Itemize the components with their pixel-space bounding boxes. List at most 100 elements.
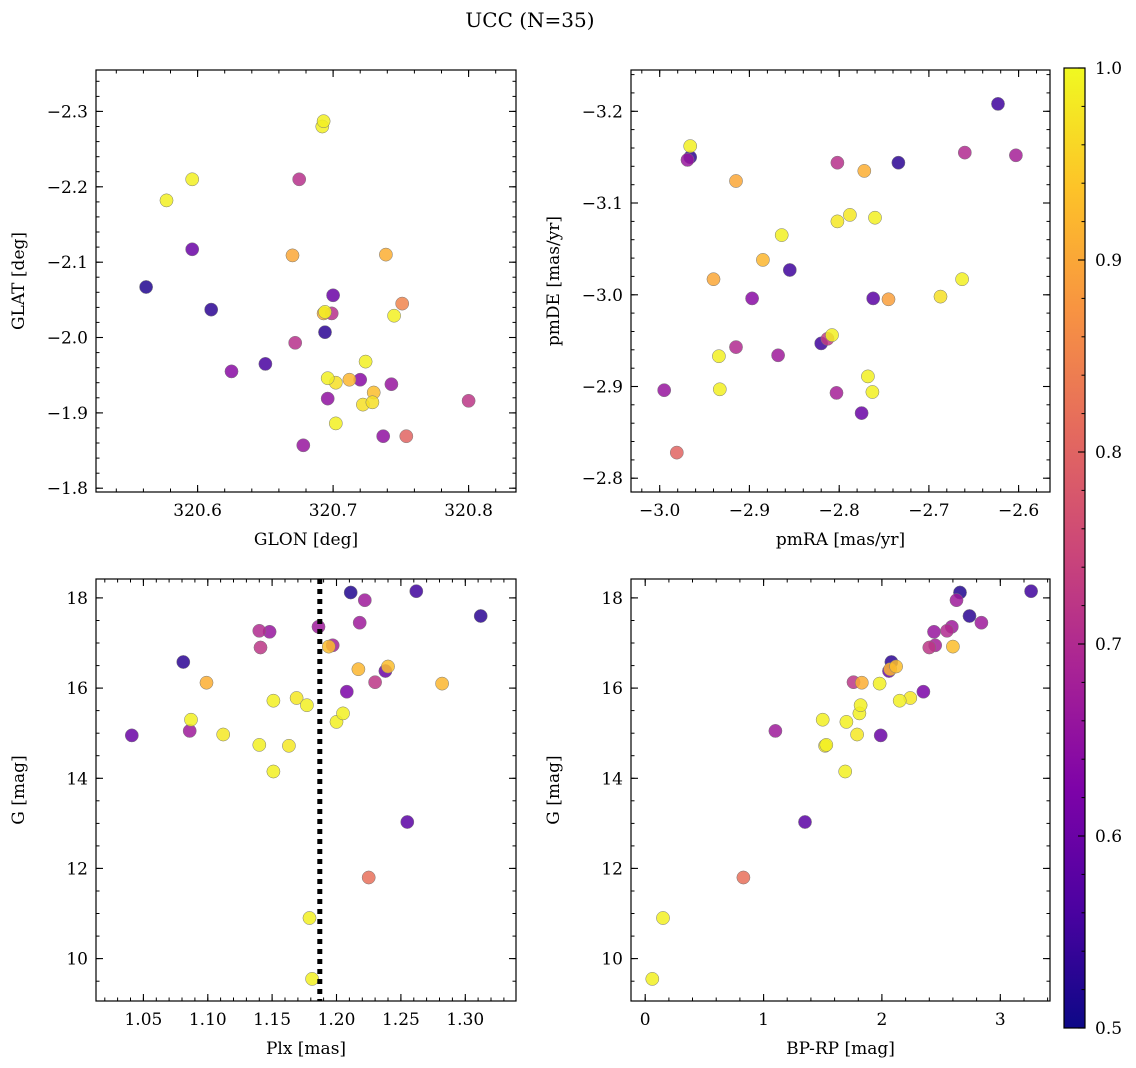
- data-point-21: [889, 659, 903, 674]
- data-point-23: [342, 372, 357, 387]
- data-point-15: [782, 263, 797, 277]
- x-tick-label: −2.7: [908, 501, 949, 521]
- y-tick-label: 12: [601, 859, 623, 879]
- data-point-30: [891, 155, 906, 170]
- x-tick-label: −2.6: [998, 501, 1039, 521]
- axes-frame: [95, 578, 517, 1002]
- data-point-28: [361, 870, 376, 885]
- data-point-26: [352, 615, 367, 630]
- y-axis-label: pmDE [mas/yr]: [544, 216, 564, 346]
- data-point-3: [185, 242, 200, 257]
- data-point-9: [838, 764, 853, 779]
- x-axis-label: GLON [deg]: [254, 530, 358, 550]
- data-point-12: [266, 693, 281, 708]
- data-point-22: [328, 416, 343, 431]
- data-point-31: [949, 593, 964, 608]
- axes-frame: [630, 578, 1051, 1002]
- y-tick-label: −3.1: [582, 194, 623, 214]
- data-point-33: [409, 584, 424, 599]
- data-point-7: [252, 738, 267, 752]
- x-axis-label: Plx [mas]: [266, 1039, 346, 1059]
- y-tick-label: 10: [66, 950, 88, 970]
- y-tick-label: −2.9: [582, 378, 623, 398]
- x-axis-label: pmRA [mas/yr]: [776, 530, 905, 550]
- data-point-33: [957, 145, 972, 160]
- data-point-22: [843, 208, 857, 222]
- data-point-23: [339, 684, 354, 699]
- data-point-3: [736, 870, 751, 885]
- data-point-11: [266, 764, 281, 779]
- colorbar-tick-label: 0.6: [1095, 827, 1122, 847]
- data-point-23: [854, 406, 869, 420]
- x-tick-label: 320.7: [309, 501, 358, 521]
- data-point-6: [224, 364, 239, 379]
- data-point-32: [955, 272, 969, 287]
- colorbar: 0.5 0.6 0.7 0.8 0.9 1.0: [1063, 59, 1122, 1039]
- data-point-31: [384, 377, 399, 392]
- y-tick-label: −3.2: [582, 102, 623, 122]
- data-point-17: [320, 391, 335, 406]
- data-point-34: [991, 97, 1005, 111]
- data-point-24: [343, 585, 358, 600]
- colorbar-frame: [1063, 67, 1086, 1029]
- data-point-9: [288, 335, 303, 350]
- data-point-18: [825, 328, 839, 342]
- data-point-14: [289, 691, 304, 705]
- data-point-15: [854, 675, 869, 690]
- figure-title: UCC (N=35): [465, 8, 594, 32]
- x-tick-label: 1.30: [446, 1010, 484, 1030]
- data-point-10: [729, 174, 743, 188]
- data-point-19: [321, 639, 336, 654]
- data-point-15: [300, 698, 314, 713]
- data-point-16: [318, 325, 332, 340]
- data-point-34: [399, 429, 414, 444]
- data-point-22: [336, 706, 350, 721]
- data-point-30: [946, 639, 960, 654]
- data-point-9: [253, 640, 268, 655]
- y-tick-label: −2.0: [47, 329, 88, 349]
- data-point-27: [357, 593, 372, 608]
- y-axis-label: GLAT [deg]: [9, 232, 29, 330]
- y-tick-label: −2.8: [582, 469, 623, 489]
- colorbar-tick-label: 0.8: [1095, 443, 1122, 463]
- data-point-32: [400, 815, 415, 829]
- colorbar-gradient: [1064, 68, 1085, 1028]
- panel-pmra-pmde: −3.0 −2.9 −2.8 −2.7 −2.6 −2.8 −2.9 −3.0 −3.1 −3.2…: [544, 69, 1051, 550]
- data-point-29: [881, 292, 896, 307]
- data-point-13: [282, 738, 296, 753]
- data-point-10: [292, 172, 307, 187]
- data-point-27: [365, 395, 380, 410]
- data-point-7: [712, 349, 726, 364]
- x-tick-label: −2.8: [819, 501, 860, 521]
- data-point-16: [302, 911, 317, 925]
- data-point-29: [376, 429, 391, 444]
- data-point-2: [176, 655, 191, 669]
- y-tick-label: −2.2: [47, 178, 88, 198]
- data-point-27: [866, 291, 881, 306]
- y-tick-label: 14: [66, 769, 88, 789]
- data-point-35: [473, 609, 488, 623]
- colorbar-tick-label: 0.7: [1095, 635, 1122, 655]
- y-tick-label: −2.3: [47, 102, 88, 122]
- data-point-35: [1024, 584, 1038, 599]
- data-point-20: [830, 155, 845, 170]
- x-tick-label: 1: [758, 1010, 769, 1030]
- data-point-8: [712, 382, 727, 397]
- data-point-13: [316, 114, 331, 129]
- data-point-18: [320, 371, 335, 386]
- data-point-5: [798, 815, 812, 829]
- data-point-32: [387, 308, 401, 323]
- y-tick-label: 14: [601, 769, 623, 789]
- colorbar-tick-label: 0.5: [1095, 1019, 1122, 1039]
- data-point-25: [861, 369, 875, 384]
- data-point-24: [857, 164, 872, 178]
- data-point-31: [933, 289, 948, 304]
- data-point-26: [865, 385, 880, 399]
- data-point-35: [461, 393, 476, 408]
- data-point-16: [873, 728, 888, 743]
- data-point-12: [756, 253, 770, 267]
- data-point-1: [669, 445, 684, 460]
- colorbar-tick-label: 1.0: [1095, 59, 1122, 79]
- data-point-1: [124, 728, 139, 743]
- data-point-28: [868, 210, 882, 225]
